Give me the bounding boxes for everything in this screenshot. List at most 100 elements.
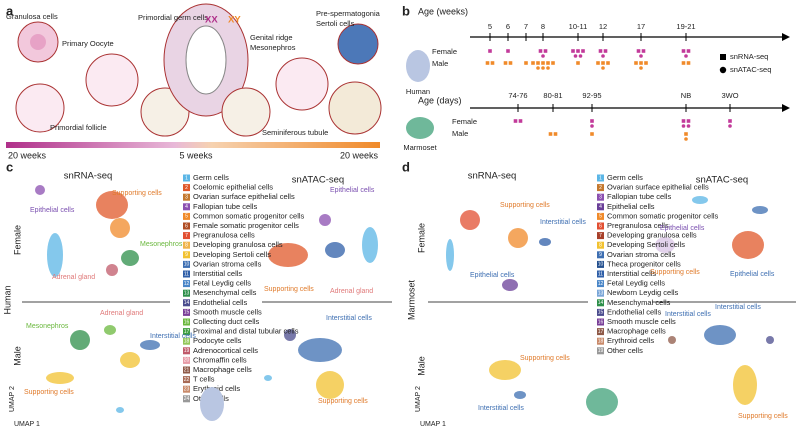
annotation: Supporting cells [318, 398, 368, 405]
sample [503, 61, 508, 65]
sample [639, 61, 643, 65]
sample [536, 66, 540, 70]
legend-swatch [183, 280, 190, 288]
legend-number: 11 [598, 271, 603, 277]
legend-label: Smooth muscle cells [193, 307, 262, 316]
annotation: Interstitial cells [326, 315, 372, 322]
legend-label: Interstitial cells [607, 269, 656, 278]
legend-label: Macrophage cells [607, 327, 666, 336]
legend-label: Epithelial cells [607, 202, 655, 211]
tick-label: 7 [524, 22, 528, 31]
sample [684, 54, 688, 58]
legend-label: Theca progenitor cells [607, 259, 681, 268]
sample [546, 61, 550, 65]
umap-cluster [733, 365, 757, 405]
umap-cluster [316, 371, 344, 399]
legend-label: Mesenchymal cells [193, 288, 257, 297]
sample [686, 49, 691, 53]
tick-label: 17 [637, 22, 645, 31]
label: Genital ridge [250, 33, 293, 42]
label: Primordial follicle [50, 123, 107, 132]
tick-label: 80-81 [543, 91, 562, 100]
sample [601, 66, 605, 70]
legend-number: 12 [598, 281, 604, 287]
legend-swatch [183, 222, 190, 230]
sample [634, 61, 638, 65]
sample [573, 54, 578, 58]
umap-cluster [121, 250, 139, 266]
legend-swatch [183, 337, 190, 345]
legend-label: snATAC-seq [730, 65, 771, 74]
legend-label: Endothelial cells [607, 307, 661, 316]
column-title: snATAC-seq [292, 175, 344, 186]
sample [543, 49, 548, 53]
umap-cluster [752, 206, 768, 214]
legend-swatch [597, 193, 604, 201]
illustration [15, 83, 65, 133]
illustration [185, 25, 227, 95]
sample [603, 49, 608, 53]
legend-swatch [597, 232, 604, 240]
legend-label: Ovarian surface epithelial cells [607, 183, 709, 192]
arrow [782, 33, 790, 41]
legend-number: 9 [599, 252, 602, 258]
timeline [6, 142, 380, 148]
umap-cluster [460, 210, 480, 230]
umap-cluster [106, 264, 118, 276]
legend-swatch [183, 270, 190, 278]
legend-label: Developing Sertoli cells [193, 250, 271, 259]
legend-swatch [597, 289, 604, 297]
umap-axis: UMAP 2 [415, 386, 422, 412]
legend-swatch [597, 318, 604, 326]
illustration [337, 23, 379, 65]
annotation: Interstitial cells [715, 304, 761, 311]
legend-number: 9 [185, 252, 188, 258]
legend-label: Fallopian tube cells [193, 202, 257, 211]
legend-label: Collecting duct cells [193, 317, 260, 326]
sample [686, 124, 691, 128]
tick-label: NB [681, 91, 691, 100]
sample [506, 49, 510, 53]
column-title: snRNA-seq [468, 171, 517, 182]
legend-number: 21 [184, 367, 190, 373]
tick-label: 10-11 [569, 22, 588, 31]
legend-swatch [183, 347, 190, 355]
umap-cluster [35, 185, 45, 195]
legend-swatch [597, 337, 604, 345]
umap-axis: UMAP 2 [9, 386, 16, 412]
sample [639, 54, 643, 58]
sample [576, 61, 580, 65]
sample [513, 119, 518, 123]
legend-number: 13 [598, 291, 604, 297]
sample [548, 132, 553, 136]
annotation: Adrenal gland [52, 274, 95, 281]
sample [578, 54, 583, 58]
legend-label: Fallopian tube cells [607, 192, 671, 201]
row-label: Female [12, 225, 22, 255]
annotation: Adrenal gland [330, 288, 373, 295]
row-label: Male [432, 59, 448, 68]
sample [684, 132, 688, 136]
tick-label: 12 [599, 22, 607, 31]
label: Pre-spermatogonia [316, 9, 381, 18]
umap-cluster [655, 237, 675, 253]
legend-label: Newborn Leydig cells [607, 288, 679, 297]
legend-number: 14 [598, 300, 604, 306]
legend-number: 2 [599, 185, 602, 191]
label: Mesonephros [250, 43, 296, 52]
umap-cluster [514, 391, 526, 399]
sample [681, 61, 686, 65]
legend-swatch [597, 222, 604, 230]
tick-label: 92-95 [582, 91, 601, 100]
sample [518, 119, 523, 123]
legend-swatch [183, 385, 190, 393]
legend-swatch [597, 174, 604, 182]
legend-swatch [183, 328, 190, 336]
umap-cluster [668, 336, 676, 344]
column-title: snATAC-seq [696, 175, 748, 186]
legend-swatch [183, 356, 190, 364]
annotation: Epithelial cells [330, 187, 375, 194]
annotation: Supporting cells [500, 202, 550, 209]
umap-cluster [140, 340, 160, 350]
legend-number: 16 [184, 319, 190, 325]
